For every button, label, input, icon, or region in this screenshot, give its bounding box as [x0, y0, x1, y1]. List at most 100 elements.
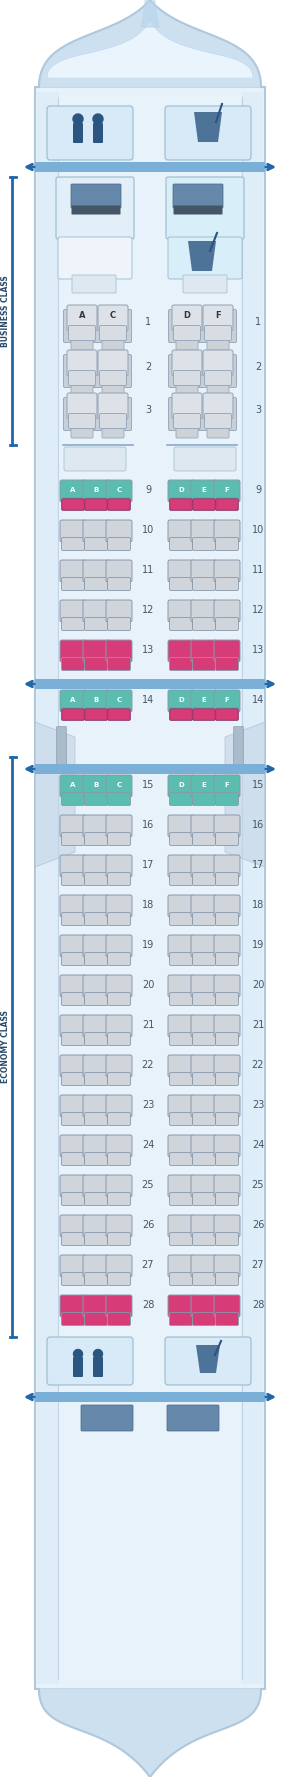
FancyBboxPatch shape — [107, 1272, 130, 1285]
FancyBboxPatch shape — [165, 1336, 251, 1384]
FancyBboxPatch shape — [61, 832, 85, 846]
FancyBboxPatch shape — [106, 1215, 132, 1237]
FancyBboxPatch shape — [214, 1175, 240, 1198]
FancyBboxPatch shape — [214, 521, 240, 542]
FancyBboxPatch shape — [98, 350, 128, 377]
FancyBboxPatch shape — [60, 1095, 86, 1118]
FancyBboxPatch shape — [61, 873, 85, 885]
FancyBboxPatch shape — [215, 1153, 238, 1166]
Text: ECONOMY CLASS: ECONOMY CLASS — [2, 1011, 10, 1084]
Text: 24: 24 — [142, 1141, 154, 1150]
FancyBboxPatch shape — [60, 1215, 86, 1237]
FancyBboxPatch shape — [176, 336, 198, 350]
FancyBboxPatch shape — [168, 689, 194, 713]
FancyBboxPatch shape — [83, 689, 109, 713]
FancyBboxPatch shape — [173, 370, 200, 386]
FancyBboxPatch shape — [169, 832, 193, 846]
FancyBboxPatch shape — [193, 657, 215, 670]
FancyBboxPatch shape — [191, 1175, 217, 1198]
FancyBboxPatch shape — [72, 275, 116, 293]
FancyBboxPatch shape — [83, 601, 109, 622]
FancyBboxPatch shape — [214, 689, 240, 713]
FancyBboxPatch shape — [241, 92, 263, 1685]
FancyBboxPatch shape — [108, 709, 130, 720]
FancyBboxPatch shape — [64, 354, 71, 387]
FancyBboxPatch shape — [85, 1233, 107, 1246]
FancyBboxPatch shape — [100, 370, 127, 386]
FancyBboxPatch shape — [197, 354, 206, 387]
FancyBboxPatch shape — [214, 976, 240, 997]
FancyBboxPatch shape — [183, 275, 227, 293]
Text: E: E — [202, 697, 206, 704]
FancyBboxPatch shape — [214, 1095, 240, 1118]
FancyBboxPatch shape — [215, 1073, 238, 1086]
FancyBboxPatch shape — [124, 309, 131, 343]
FancyBboxPatch shape — [191, 560, 217, 583]
FancyBboxPatch shape — [191, 1215, 217, 1237]
FancyBboxPatch shape — [83, 1255, 109, 1278]
FancyBboxPatch shape — [57, 727, 66, 768]
FancyBboxPatch shape — [85, 499, 107, 510]
FancyBboxPatch shape — [106, 816, 132, 837]
Text: 23: 23 — [142, 1100, 154, 1111]
FancyBboxPatch shape — [83, 775, 109, 798]
Polygon shape — [194, 112, 222, 142]
FancyBboxPatch shape — [193, 1153, 215, 1166]
FancyBboxPatch shape — [168, 775, 194, 798]
FancyBboxPatch shape — [71, 380, 93, 394]
Text: 17: 17 — [142, 860, 154, 871]
Text: 16: 16 — [252, 819, 264, 830]
FancyBboxPatch shape — [61, 1272, 85, 1285]
Text: F: F — [225, 782, 230, 787]
FancyBboxPatch shape — [214, 601, 240, 622]
FancyBboxPatch shape — [106, 896, 132, 917]
FancyBboxPatch shape — [166, 178, 244, 238]
FancyBboxPatch shape — [107, 1313, 130, 1326]
Text: BUSINESS CLASS: BUSINESS CLASS — [2, 275, 10, 347]
FancyBboxPatch shape — [83, 521, 109, 542]
FancyBboxPatch shape — [60, 935, 86, 958]
FancyBboxPatch shape — [35, 87, 265, 1688]
Circle shape — [94, 1349, 103, 1358]
FancyBboxPatch shape — [61, 952, 85, 965]
FancyBboxPatch shape — [169, 707, 193, 720]
FancyBboxPatch shape — [61, 1233, 85, 1246]
FancyBboxPatch shape — [173, 185, 223, 208]
FancyBboxPatch shape — [215, 707, 238, 720]
FancyBboxPatch shape — [64, 448, 126, 471]
FancyBboxPatch shape — [107, 913, 130, 926]
FancyBboxPatch shape — [193, 499, 215, 510]
FancyBboxPatch shape — [60, 689, 86, 713]
Text: C: C — [116, 487, 122, 492]
FancyBboxPatch shape — [193, 537, 215, 551]
FancyBboxPatch shape — [168, 855, 194, 878]
FancyBboxPatch shape — [169, 498, 193, 510]
Text: 27: 27 — [252, 1260, 264, 1271]
Circle shape — [73, 114, 83, 124]
FancyBboxPatch shape — [83, 1295, 109, 1317]
FancyBboxPatch shape — [168, 935, 194, 958]
FancyBboxPatch shape — [100, 414, 127, 428]
Text: 9: 9 — [255, 485, 261, 496]
FancyBboxPatch shape — [73, 123, 83, 142]
FancyBboxPatch shape — [61, 1192, 85, 1205]
FancyBboxPatch shape — [107, 537, 130, 551]
FancyBboxPatch shape — [169, 1073, 193, 1086]
FancyBboxPatch shape — [215, 537, 238, 551]
FancyBboxPatch shape — [215, 617, 238, 631]
Text: 19: 19 — [252, 940, 264, 951]
Text: E: E — [202, 782, 206, 787]
FancyBboxPatch shape — [85, 1272, 107, 1285]
FancyBboxPatch shape — [169, 309, 176, 343]
FancyBboxPatch shape — [58, 236, 132, 279]
FancyBboxPatch shape — [193, 1272, 215, 1285]
FancyBboxPatch shape — [71, 185, 121, 208]
FancyBboxPatch shape — [60, 1136, 86, 1157]
FancyBboxPatch shape — [124, 354, 131, 387]
FancyBboxPatch shape — [85, 913, 107, 926]
FancyBboxPatch shape — [94, 354, 103, 387]
FancyBboxPatch shape — [92, 398, 101, 430]
FancyBboxPatch shape — [106, 1056, 132, 1077]
Text: 22: 22 — [252, 1061, 264, 1070]
Polygon shape — [196, 1345, 220, 1374]
